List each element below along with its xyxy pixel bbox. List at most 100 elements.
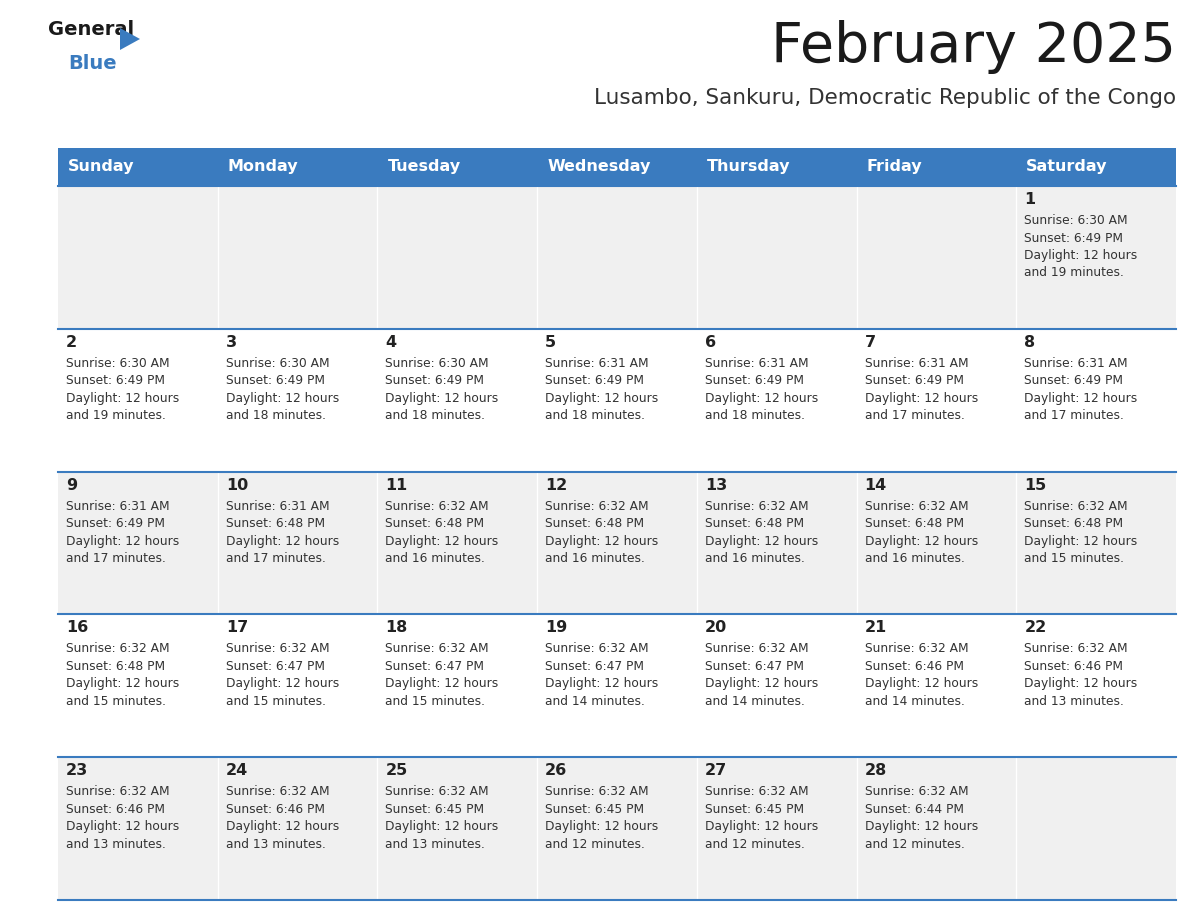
Text: and 14 minutes.: and 14 minutes. <box>704 695 804 708</box>
Text: Daylight: 12 hours: Daylight: 12 hours <box>865 534 978 548</box>
Text: and 19 minutes.: and 19 minutes. <box>1024 266 1124 279</box>
Text: and 13 minutes.: and 13 minutes. <box>385 838 486 851</box>
Bar <box>857 186 1016 329</box>
Text: 22: 22 <box>1024 621 1047 635</box>
Text: 28: 28 <box>865 763 886 778</box>
Text: Daylight: 12 hours: Daylight: 12 hours <box>704 534 819 548</box>
Bar <box>217 472 378 614</box>
Text: Sunrise: 6:30 AM: Sunrise: 6:30 AM <box>385 357 489 370</box>
Bar <box>217 614 378 757</box>
Text: Sunday: Sunday <box>68 160 134 174</box>
Text: and 18 minutes.: and 18 minutes. <box>545 409 645 422</box>
Text: Daylight: 12 hours: Daylight: 12 hours <box>385 534 499 548</box>
Text: Daylight: 12 hours: Daylight: 12 hours <box>545 820 658 834</box>
Text: 5: 5 <box>545 335 556 350</box>
Text: Sunset: 6:48 PM: Sunset: 6:48 PM <box>67 660 165 673</box>
Text: Daylight: 12 hours: Daylight: 12 hours <box>67 820 179 834</box>
Text: and 15 minutes.: and 15 minutes. <box>226 695 326 708</box>
Text: Sunrise: 6:32 AM: Sunrise: 6:32 AM <box>385 499 489 512</box>
Text: Sunrise: 6:32 AM: Sunrise: 6:32 AM <box>865 643 968 655</box>
Text: Daylight: 12 hours: Daylight: 12 hours <box>385 677 499 690</box>
Text: and 19 minutes.: and 19 minutes. <box>67 409 166 422</box>
Text: and 15 minutes.: and 15 minutes. <box>385 695 486 708</box>
Text: and 18 minutes.: and 18 minutes. <box>226 409 326 422</box>
Text: 13: 13 <box>704 477 727 493</box>
Text: 9: 9 <box>67 477 77 493</box>
Text: Sunset: 6:47 PM: Sunset: 6:47 PM <box>385 660 485 673</box>
Text: Sunset: 6:49 PM: Sunset: 6:49 PM <box>545 375 644 387</box>
Text: and 16 minutes.: and 16 minutes. <box>385 552 486 565</box>
Text: 7: 7 <box>865 335 876 350</box>
Bar <box>378 472 537 614</box>
Text: 26: 26 <box>545 763 568 778</box>
Text: 1: 1 <box>1024 192 1036 207</box>
Text: and 16 minutes.: and 16 minutes. <box>545 552 645 565</box>
Text: Daylight: 12 hours: Daylight: 12 hours <box>704 677 819 690</box>
Text: Daylight: 12 hours: Daylight: 12 hours <box>67 392 179 405</box>
Text: 24: 24 <box>226 763 248 778</box>
Text: Sunset: 6:49 PM: Sunset: 6:49 PM <box>704 375 804 387</box>
Text: 21: 21 <box>865 621 886 635</box>
Text: 14: 14 <box>865 477 886 493</box>
Text: 23: 23 <box>67 763 88 778</box>
Text: Wednesday: Wednesday <box>548 160 651 174</box>
Text: 6: 6 <box>704 335 716 350</box>
Text: and 13 minutes.: and 13 minutes. <box>1024 695 1124 708</box>
Text: and 13 minutes.: and 13 minutes. <box>67 838 166 851</box>
Bar <box>537 329 697 472</box>
Text: February 2025: February 2025 <box>771 20 1176 74</box>
Text: Daylight: 12 hours: Daylight: 12 hours <box>1024 392 1138 405</box>
Text: and 12 minutes.: and 12 minutes. <box>704 838 804 851</box>
Text: 19: 19 <box>545 621 568 635</box>
Bar <box>58 472 217 614</box>
Text: Sunset: 6:49 PM: Sunset: 6:49 PM <box>1024 375 1124 387</box>
Text: Sunrise: 6:30 AM: Sunrise: 6:30 AM <box>226 357 329 370</box>
Text: Sunset: 6:45 PM: Sunset: 6:45 PM <box>545 802 644 816</box>
Text: 3: 3 <box>226 335 236 350</box>
Bar <box>378 148 537 186</box>
Text: Sunrise: 6:32 AM: Sunrise: 6:32 AM <box>385 643 489 655</box>
Text: Daylight: 12 hours: Daylight: 12 hours <box>865 820 978 834</box>
Text: Monday: Monday <box>228 160 298 174</box>
Text: Sunset: 6:46 PM: Sunset: 6:46 PM <box>865 660 963 673</box>
Bar <box>58 614 217 757</box>
Bar <box>697 757 857 900</box>
Text: Daylight: 12 hours: Daylight: 12 hours <box>226 820 339 834</box>
Bar <box>1016 472 1176 614</box>
Text: Sunset: 6:45 PM: Sunset: 6:45 PM <box>385 802 485 816</box>
Text: Sunset: 6:47 PM: Sunset: 6:47 PM <box>226 660 324 673</box>
Text: Sunrise: 6:31 AM: Sunrise: 6:31 AM <box>865 357 968 370</box>
Bar <box>857 757 1016 900</box>
Text: Sunset: 6:49 PM: Sunset: 6:49 PM <box>67 375 165 387</box>
Text: and 17 minutes.: and 17 minutes. <box>226 552 326 565</box>
Text: Sunset: 6:48 PM: Sunset: 6:48 PM <box>545 517 644 530</box>
Text: Sunset: 6:49 PM: Sunset: 6:49 PM <box>67 517 165 530</box>
Text: Daylight: 12 hours: Daylight: 12 hours <box>385 392 499 405</box>
Text: Sunrise: 6:31 AM: Sunrise: 6:31 AM <box>704 357 809 370</box>
Text: and 14 minutes.: and 14 minutes. <box>865 695 965 708</box>
Text: 17: 17 <box>226 621 248 635</box>
Text: Sunset: 6:48 PM: Sunset: 6:48 PM <box>865 517 963 530</box>
Text: Sunrise: 6:32 AM: Sunrise: 6:32 AM <box>704 785 809 798</box>
Text: Sunrise: 6:32 AM: Sunrise: 6:32 AM <box>545 499 649 512</box>
Text: Daylight: 12 hours: Daylight: 12 hours <box>545 677 658 690</box>
Bar <box>378 614 537 757</box>
Bar <box>537 148 697 186</box>
Text: 4: 4 <box>385 335 397 350</box>
Bar <box>857 472 1016 614</box>
Text: Daylight: 12 hours: Daylight: 12 hours <box>226 534 339 548</box>
Text: and 12 minutes.: and 12 minutes. <box>545 838 645 851</box>
Bar <box>537 614 697 757</box>
Text: Sunrise: 6:31 AM: Sunrise: 6:31 AM <box>67 499 170 512</box>
Bar <box>697 329 857 472</box>
Text: Daylight: 12 hours: Daylight: 12 hours <box>226 392 339 405</box>
Text: Sunset: 6:48 PM: Sunset: 6:48 PM <box>385 517 485 530</box>
Bar <box>857 329 1016 472</box>
Text: General: General <box>48 20 134 39</box>
Text: 18: 18 <box>385 621 407 635</box>
Text: Sunset: 6:44 PM: Sunset: 6:44 PM <box>865 802 963 816</box>
Text: 11: 11 <box>385 477 407 493</box>
Text: Sunrise: 6:32 AM: Sunrise: 6:32 AM <box>1024 643 1127 655</box>
Bar <box>58 186 217 329</box>
Bar <box>58 757 217 900</box>
